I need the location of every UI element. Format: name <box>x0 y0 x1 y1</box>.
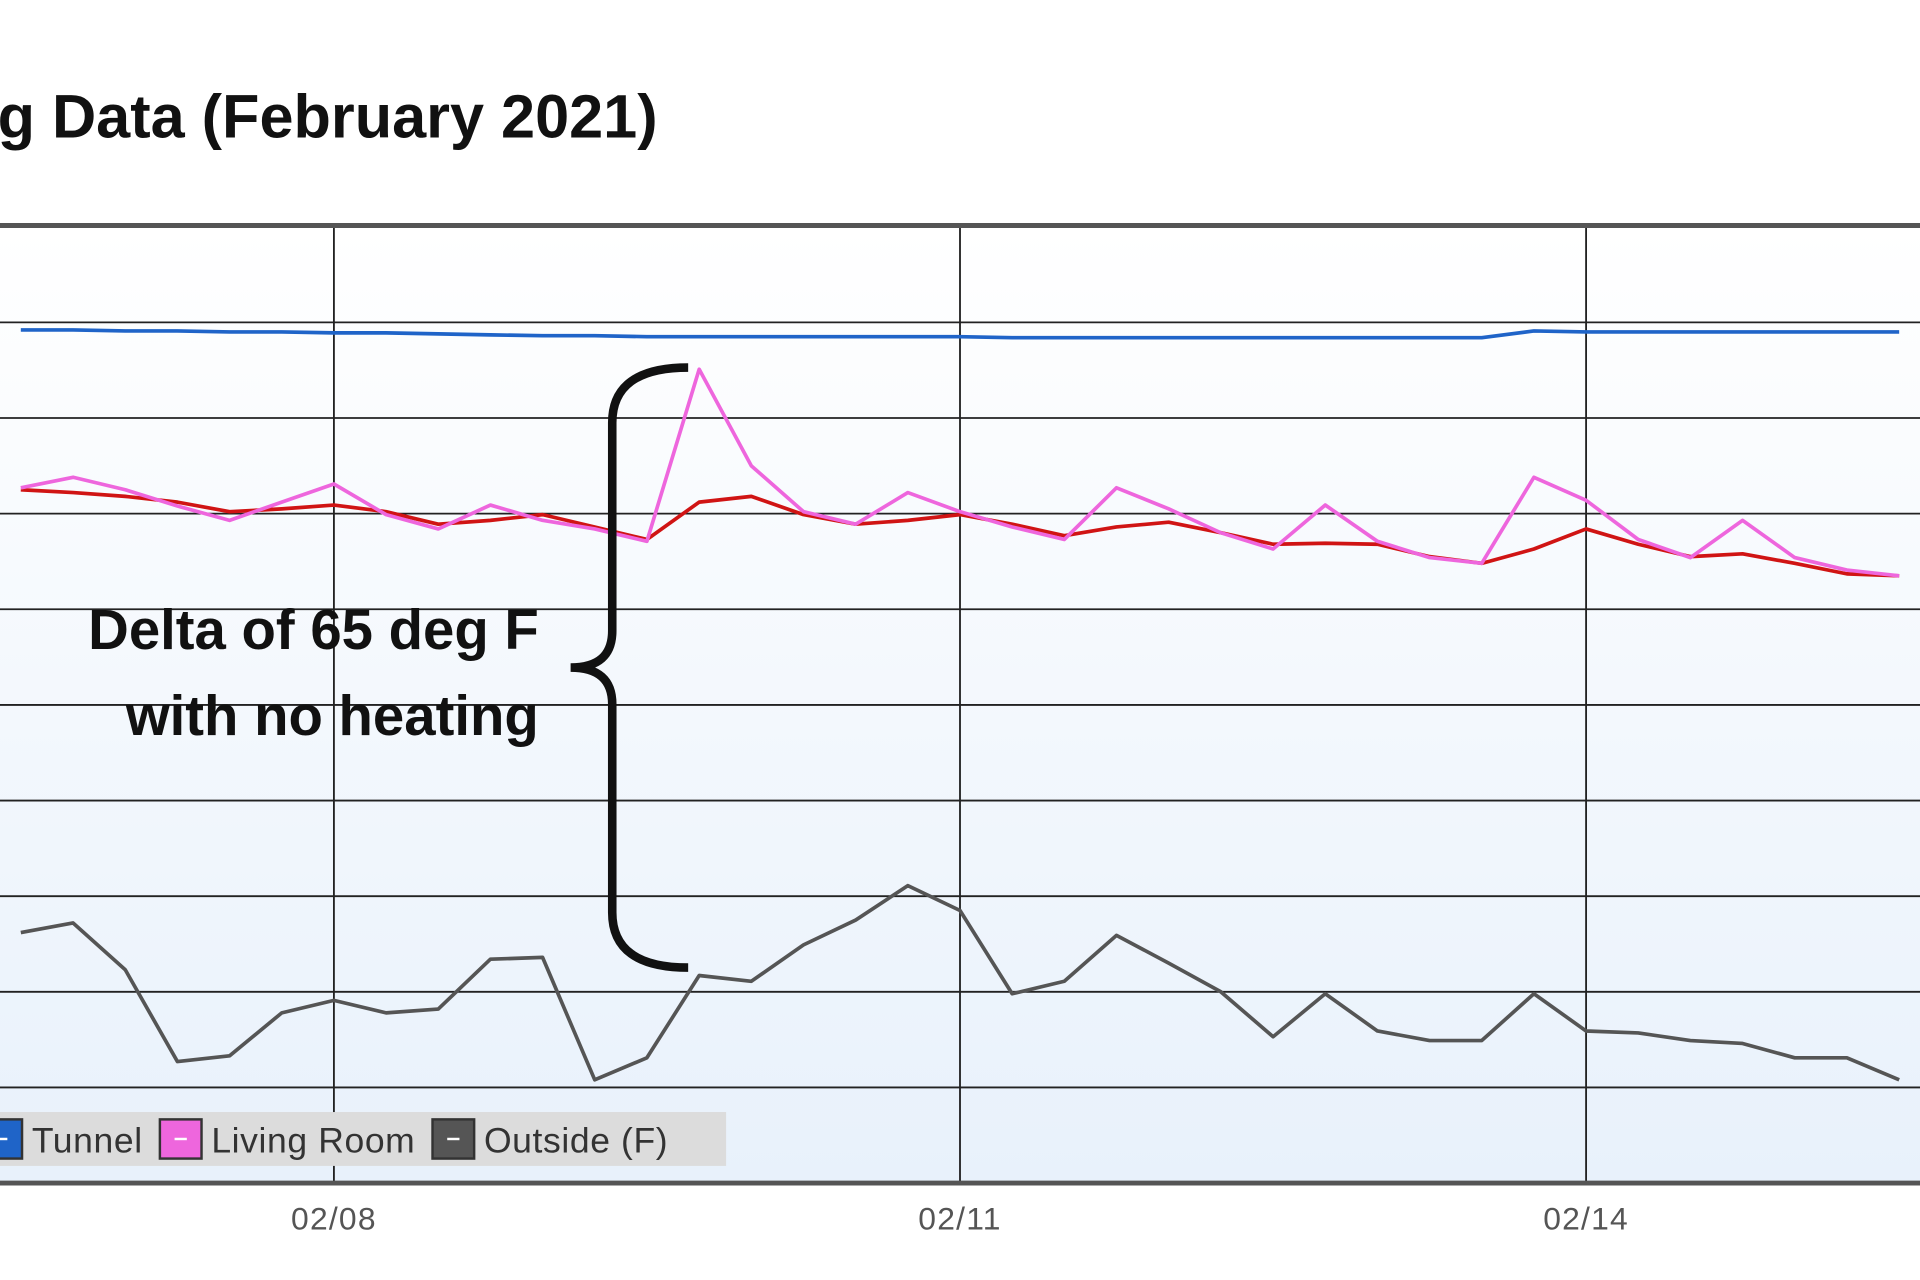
chart-title: g Data (February 2021) <box>0 82 658 150</box>
lines <box>20 328 1900 1082</box>
x-axis: 02/08 02/11 02/14 <box>291 1201 1629 1237</box>
series-line <box>20 328 1900 340</box>
series-line <box>20 367 1900 578</box>
legend-label: Outside (F) <box>484 1120 668 1160</box>
annotation: with no heating <box>125 684 539 747</box>
legend-background <box>0 1112 727 1166</box>
x-tick-label: 02/14 <box>1543 1201 1629 1237</box>
legend-label: Tunnel <box>32 1120 143 1160</box>
legend-swatch <box>0 1118 24 1160</box>
legend: Tunnel Living Room Outside (F) <box>0 1118 668 1160</box>
x-tick-label: 02/08 <box>291 1201 377 1237</box>
brace <box>570 363 689 972</box>
x-tick-label: 02/11 <box>918 1201 1001 1237</box>
series-line <box>20 883 1900 1082</box>
annotation: Delta of 65 deg F <box>88 598 539 661</box>
legend-label: Living Room <box>211 1120 415 1160</box>
legend-swatch <box>158 1118 203 1160</box>
series-line <box>20 487 1900 578</box>
